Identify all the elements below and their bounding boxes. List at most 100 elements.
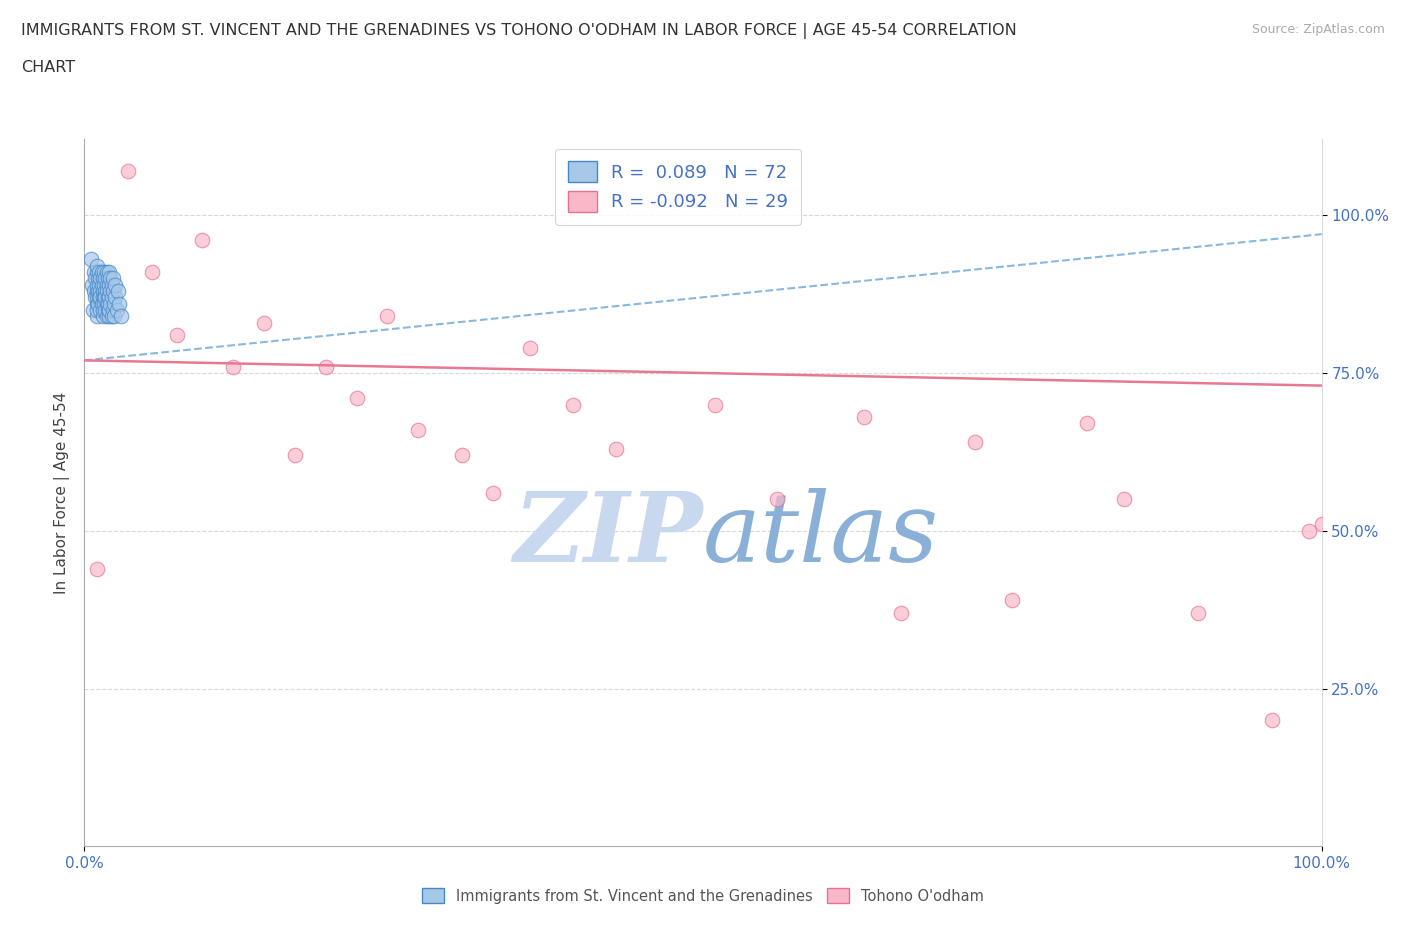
- Point: [408, 422, 430, 437]
- Point: [93, 277, 115, 292]
- Point: [86, 259, 108, 273]
- Point: [91, 290, 114, 305]
- Point: [1076, 416, 1098, 431]
- Point: [79, 252, 101, 267]
- Point: [96, 296, 118, 311]
- Point: [89, 277, 111, 292]
- Point: [315, 359, 337, 374]
- Point: [97, 271, 120, 286]
- Y-axis label: In Labor Force | Age 45-54: In Labor Force | Age 45-54: [55, 392, 70, 594]
- Point: [450, 447, 472, 462]
- Point: [94, 290, 117, 305]
- Point: [766, 492, 789, 507]
- Text: atlas: atlas: [703, 488, 939, 582]
- Point: [93, 290, 115, 305]
- Point: [83, 284, 105, 299]
- Point: [166, 327, 188, 342]
- Point: [377, 309, 399, 324]
- Point: [93, 296, 115, 311]
- Point: [80, 277, 103, 292]
- Point: [890, 605, 912, 620]
- Point: [141, 265, 163, 280]
- Point: [98, 290, 121, 305]
- Point: [1187, 605, 1209, 620]
- Text: CHART: CHART: [21, 60, 75, 75]
- Point: [704, 397, 727, 412]
- Point: [96, 277, 118, 292]
- Point: [107, 284, 129, 299]
- Point: [86, 561, 108, 576]
- Point: [108, 296, 131, 311]
- Point: [1261, 712, 1284, 727]
- Text: Source: ZipAtlas.com: Source: ZipAtlas.com: [1251, 23, 1385, 36]
- Point: [94, 302, 117, 317]
- Point: [852, 410, 875, 425]
- Point: [90, 277, 112, 292]
- Point: [117, 164, 139, 179]
- Point: [98, 302, 121, 317]
- Point: [87, 296, 110, 311]
- Point: [90, 296, 112, 311]
- Point: [104, 290, 127, 305]
- Point: [97, 296, 120, 311]
- Point: [87, 284, 110, 299]
- Point: [253, 315, 276, 330]
- Point: [89, 271, 111, 286]
- Point: [93, 265, 115, 280]
- Point: [87, 271, 110, 286]
- Point: [89, 290, 111, 305]
- Point: [86, 290, 108, 305]
- Legend: Immigrants from St. Vincent and the Grenadines, Tohono O'odham: Immigrants from St. Vincent and the Gren…: [416, 883, 990, 910]
- Point: [103, 309, 125, 324]
- Point: [96, 265, 118, 280]
- Point: [91, 302, 114, 317]
- Point: [101, 271, 124, 286]
- Point: [94, 271, 117, 286]
- Point: [97, 290, 120, 305]
- Point: [83, 265, 105, 280]
- Point: [98, 309, 121, 324]
- Point: [103, 296, 125, 311]
- Point: [101, 284, 124, 299]
- Point: [100, 277, 122, 292]
- Text: ZIP: ZIP: [513, 488, 703, 582]
- Point: [91, 309, 114, 324]
- Point: [519, 340, 541, 355]
- Point: [104, 277, 127, 292]
- Point: [86, 302, 108, 317]
- Point: [91, 284, 114, 299]
- Point: [89, 302, 111, 317]
- Point: [105, 302, 128, 317]
- Point: [84, 271, 107, 286]
- Point: [86, 277, 108, 292]
- Point: [98, 277, 121, 292]
- Point: [481, 485, 503, 500]
- Point: [284, 447, 307, 462]
- Point: [91, 271, 114, 286]
- Point: [98, 296, 121, 311]
- Point: [346, 391, 368, 405]
- Point: [89, 265, 111, 280]
- Point: [1001, 592, 1024, 607]
- Point: [94, 284, 117, 299]
- Point: [100, 309, 122, 324]
- Point: [222, 359, 245, 374]
- Point: [1112, 492, 1135, 507]
- Point: [96, 309, 118, 324]
- Point: [89, 290, 111, 305]
- Point: [562, 397, 585, 412]
- Point: [84, 290, 107, 305]
- Point: [605, 442, 627, 457]
- Point: [90, 265, 112, 280]
- Point: [191, 233, 214, 248]
- Point: [86, 265, 108, 280]
- Text: IMMIGRANTS FROM ST. VINCENT AND THE GRENADINES VS TOHONO O'ODHAM IN LABOR FORCE : IMMIGRANTS FROM ST. VINCENT AND THE GREN…: [21, 23, 1017, 39]
- Point: [965, 435, 987, 450]
- Point: [89, 284, 111, 299]
- Point: [86, 309, 108, 324]
- Point: [101, 302, 124, 317]
- Point: [98, 271, 121, 286]
- Point: [98, 265, 121, 280]
- Point: [97, 302, 120, 317]
- Point: [82, 302, 104, 317]
